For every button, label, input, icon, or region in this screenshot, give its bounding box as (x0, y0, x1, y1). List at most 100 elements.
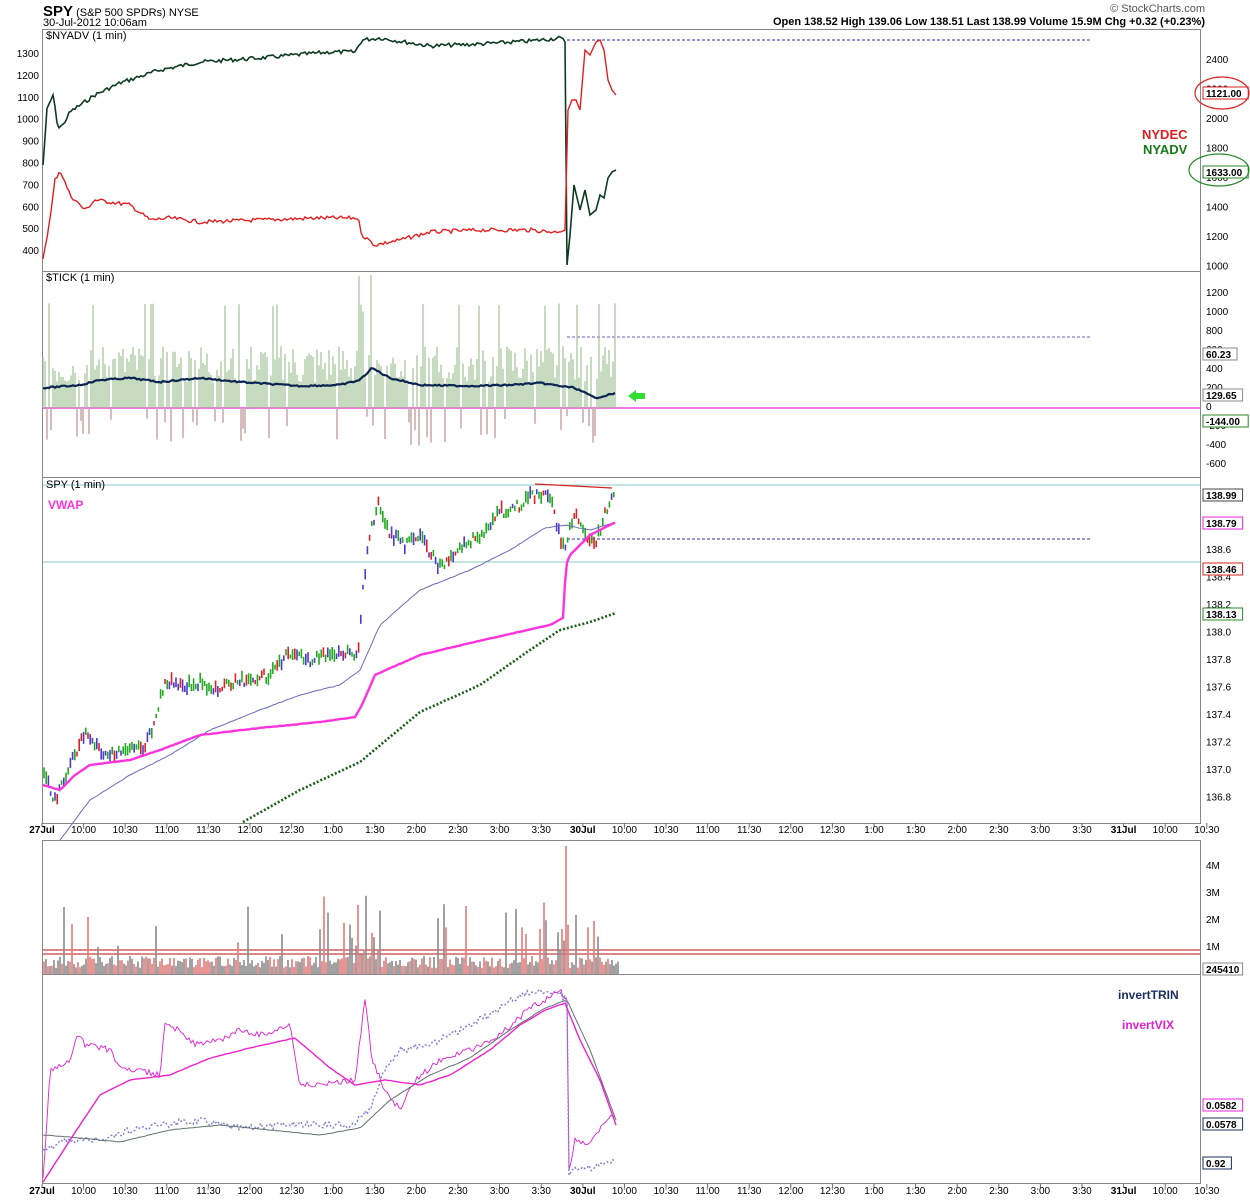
inverttrin-average (42, 1000, 617, 1143)
x-axis-label: 12:30 (820, 1186, 845, 1197)
price-right-tick: 137.6 (1206, 683, 1231, 694)
price-tag-ma-box (1202, 607, 1244, 621)
tick-tag-last: -144.00 (1206, 417, 1240, 428)
x-axis-label: 2:30 (989, 825, 1009, 836)
nyadv-left-tick: 800 (22, 159, 39, 170)
nydec-line (42, 39, 617, 260)
arrow-icon (628, 390, 645, 402)
tick-tag-avg: 129.65 (1206, 391, 1237, 402)
x-axis-label: 2:00 (407, 825, 427, 836)
x-axis-label: 10:30 (113, 825, 138, 836)
x-axis-label: 2:00 (407, 1186, 427, 1197)
x-axis-label: 12:00 (237, 825, 262, 836)
inverttrin-legend: invertTRIN (1118, 988, 1179, 1002)
stockcharts-brand: © StockCharts.com (1110, 3, 1205, 15)
price-tag-last: 138.99 (1206, 491, 1237, 502)
x-axis-label: 2:30 (448, 1186, 468, 1197)
indicator-panel-frame (42, 974, 1201, 1184)
nyadv-left-tick: 1100 (17, 93, 39, 104)
x-axis-label: 31Jul (1111, 825, 1137, 836)
x-axis-label: 1:30 (906, 1186, 926, 1197)
volume-right-tick: 4M (1206, 861, 1220, 872)
x-axis-label: 12:30 (279, 1186, 304, 1197)
x-axis-label: 12:00 (778, 825, 803, 836)
tick-right-tick: -600 (1206, 459, 1226, 470)
x-axis-label: 11:00 (695, 825, 720, 836)
x-axis-label: 10:30 (653, 825, 678, 836)
price-tag-ma: 138.13 (1206, 610, 1237, 621)
price-right-tick: 136.8 (1206, 793, 1231, 804)
x-axis-label: 3:30 (1072, 825, 1092, 836)
x-axis-label: 12:30 (279, 825, 304, 836)
x-axis-label: 1:00 (323, 825, 343, 836)
tick-right-tick: 800 (1206, 326, 1223, 337)
x-axis-label: 11:00 (155, 825, 180, 836)
nyadv-right-tick: 2400 (1206, 55, 1229, 66)
x-axis-label: 3:00 (490, 1186, 510, 1197)
x-axis-label: 1:00 (323, 1186, 343, 1197)
x-axis-label: 3:00 (490, 825, 510, 836)
x-axis-label: 27Jul (29, 825, 55, 836)
price-panel-label: SPY (1 min) (46, 479, 106, 491)
tick-average-line (42, 367, 616, 400)
invertvix-tag: 0.0582 (1206, 1101, 1237, 1112)
invertvix-average (42, 1002, 617, 1183)
nydec-circle-icon (1194, 76, 1250, 110)
price-tag-vwap: 138.79 (1206, 519, 1237, 530)
price-right-tick: 137.2 (1206, 738, 1231, 749)
x-axis-label: 10:30 (1194, 1186, 1219, 1197)
inverttrin-tag: 0.0578 (1206, 1120, 1237, 1131)
tick-right-tick: 0 (1206, 402, 1212, 413)
vwap-line (42, 521, 616, 791)
x-axis-label: 30Jul (570, 1186, 596, 1197)
x-axis-label: 30Jul (570, 825, 596, 836)
tick-right-tick: 400 (1206, 364, 1223, 375)
x-axis-label: 12:00 (237, 1186, 262, 1197)
vwap-label: VWAP (48, 498, 84, 512)
price-moving-average (59, 522, 616, 841)
x-axis-label: 2:30 (448, 825, 468, 836)
x-axis-label: 11:30 (196, 825, 221, 836)
nyadv-left-tick: 700 (22, 180, 39, 191)
x-axis-label: 3:30 (531, 1186, 551, 1197)
tick-tag-high: 60.23 (1206, 350, 1231, 361)
nyadv-left-tick: 600 (22, 202, 39, 213)
symbol: SPY (43, 3, 74, 20)
exchange: NYSE (168, 7, 199, 19)
nydec-tag-box (1202, 86, 1249, 100)
x-axis-label: 11:30 (737, 1186, 762, 1197)
x-axis-label: 1:30 (365, 825, 385, 836)
nyadv-panel-frame (42, 29, 1201, 272)
x-axis-label: 10:30 (653, 1186, 678, 1197)
panel-frames (42, 29, 1201, 1184)
x-axis-label: 3:30 (1072, 1186, 1092, 1197)
volume-tag: 245410 (1206, 965, 1240, 976)
x-axis-label: 27Jul (29, 1186, 55, 1197)
tick-panel-label: $TICK (1 min) (46, 272, 115, 284)
header-quote: Open 138.52 High 139.06 Low 138.51 Last … (772, 16, 1205, 28)
header-symbol-line: SPY (S&P 500 SPDRs) NYSE (43, 3, 199, 20)
symbol-name: (S&P 500 SPDRs) (76, 7, 166, 19)
volume-right-tick: 1M (1206, 942, 1220, 953)
long-moving-average (242, 612, 616, 824)
x-axis-label: 1:00 (864, 1186, 884, 1197)
tick-tag-last-box (1202, 414, 1249, 428)
tick-panel-frame (42, 271, 1201, 478)
price-right-tick: 138.6 (1206, 545, 1231, 556)
nyadv-left-tick: 1300 (17, 49, 40, 60)
chart-marks: 27Jul 10:00 10:30 11:00 11:30 12:00 12:30 1:00 1… (17, 35, 1249, 1197)
x-axis-label: 31Jul (1111, 1186, 1137, 1197)
invertvix-tag-box (1202, 1098, 1244, 1112)
inverttrin-line (42, 988, 616, 1178)
nyadv-panel-label: $NYADV (1 min) (46, 30, 127, 42)
x-axis-label: 3:00 (1031, 825, 1051, 836)
x-axis-label: 12:00 (778, 1186, 803, 1197)
nyadv-right-tick: 1400 (1206, 203, 1229, 214)
price-resistance-line (534, 483, 613, 489)
nyadv-tag: 1633.00 (1206, 168, 1243, 179)
x-axis-label: 10:00 (1153, 1186, 1178, 1197)
nyadv-right-tick: 1000 (1206, 262, 1229, 273)
x-axis-label: 3:30 (531, 825, 551, 836)
nyadv-left-tick: 1200 (17, 71, 40, 82)
